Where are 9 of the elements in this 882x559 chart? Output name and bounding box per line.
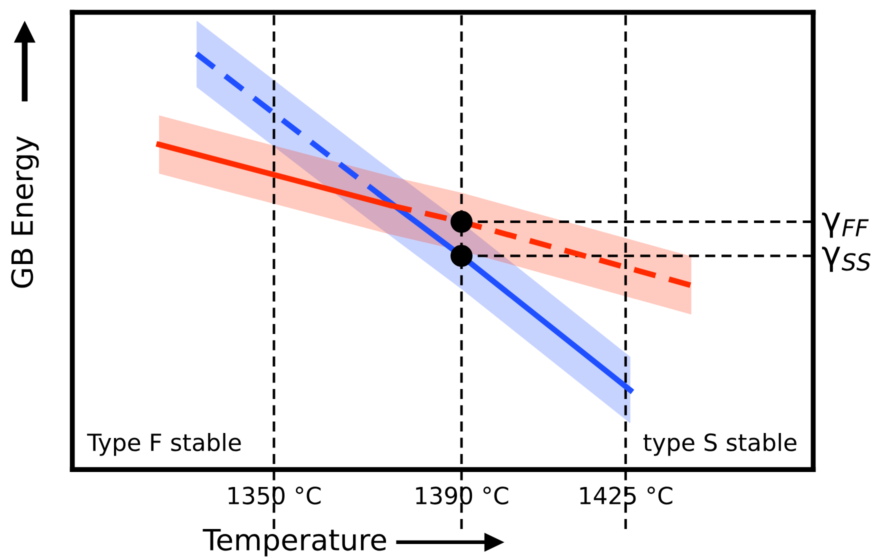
ref-line-label: γ$_{FF}$: [822, 212, 869, 238]
x-tick-label: 1350 °C: [228, 486, 321, 505]
ref-line-label: γ$_{SS}$: [822, 246, 870, 272]
y-axis-title: GB Energy: [11, 136, 39, 288]
annotation: Type F stable: [87, 432, 241, 456]
x-axis-title: Temperature: [202, 529, 386, 556]
x-tick-label: 1425 °C: [580, 486, 672, 505]
annotation: type S stable: [643, 432, 796, 456]
x-tick-label: 1390 °C: [416, 486, 508, 505]
